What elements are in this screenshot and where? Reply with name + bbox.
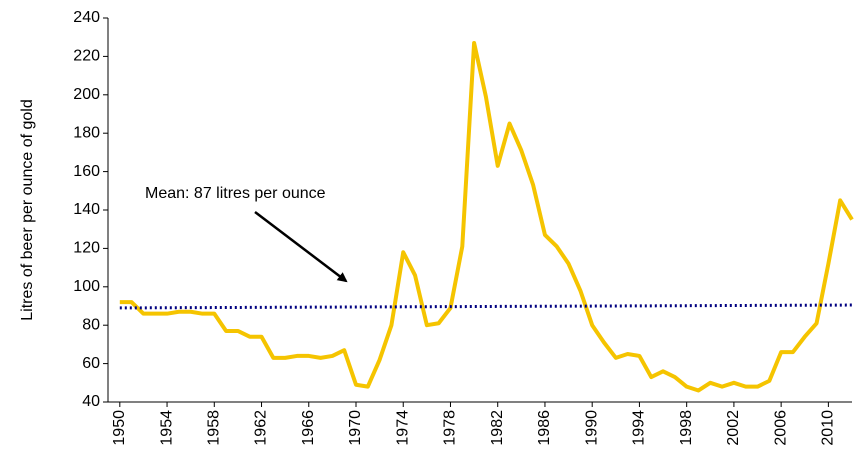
y-axis-label: Litres of beer per ounce of gold bbox=[19, 99, 36, 320]
x-tick-label: 1954 bbox=[158, 410, 175, 446]
x-tick-label: 1970 bbox=[347, 410, 364, 446]
y-tick-label: 60 bbox=[82, 355, 100, 372]
annotation: Mean: 87 litres per ounce bbox=[145, 185, 326, 202]
y-tick-label: 40 bbox=[82, 393, 100, 410]
x-tick-label: 1994 bbox=[631, 410, 648, 446]
y-tick-label: 240 bbox=[73, 9, 100, 26]
y-tick-label: 100 bbox=[73, 278, 100, 295]
x-tick-label: 1950 bbox=[111, 410, 128, 446]
x-tick-label: 1966 bbox=[300, 410, 317, 446]
y-tick-label: 80 bbox=[82, 316, 100, 333]
annotation-arrow bbox=[254, 211, 348, 283]
y-tick-label: 220 bbox=[73, 48, 100, 65]
x-tick-label: 1982 bbox=[489, 410, 506, 446]
y-tick-label: 180 bbox=[73, 124, 100, 141]
x-tick-label: 1998 bbox=[678, 410, 695, 446]
x-tick-label: 1986 bbox=[536, 410, 553, 446]
x-tick-label: 1978 bbox=[442, 410, 459, 446]
x-tick-label: 2002 bbox=[725, 410, 742, 446]
x-tick-label: 1962 bbox=[253, 410, 270, 446]
x-tick-label: 1958 bbox=[206, 410, 223, 446]
y-tick-label: 140 bbox=[73, 201, 100, 218]
x-tick-label: 2010 bbox=[820, 410, 837, 446]
x-tick-label: 1974 bbox=[394, 410, 411, 446]
data-line bbox=[119, 40, 854, 393]
x-tick-label: 1990 bbox=[583, 410, 600, 446]
x-tick-label: 2006 bbox=[772, 410, 789, 446]
mean-line bbox=[119, 303, 853, 310]
y-tick-label: 120 bbox=[73, 240, 100, 257]
y-tick-label: 200 bbox=[73, 86, 100, 103]
y-tick-label: 160 bbox=[73, 163, 100, 180]
